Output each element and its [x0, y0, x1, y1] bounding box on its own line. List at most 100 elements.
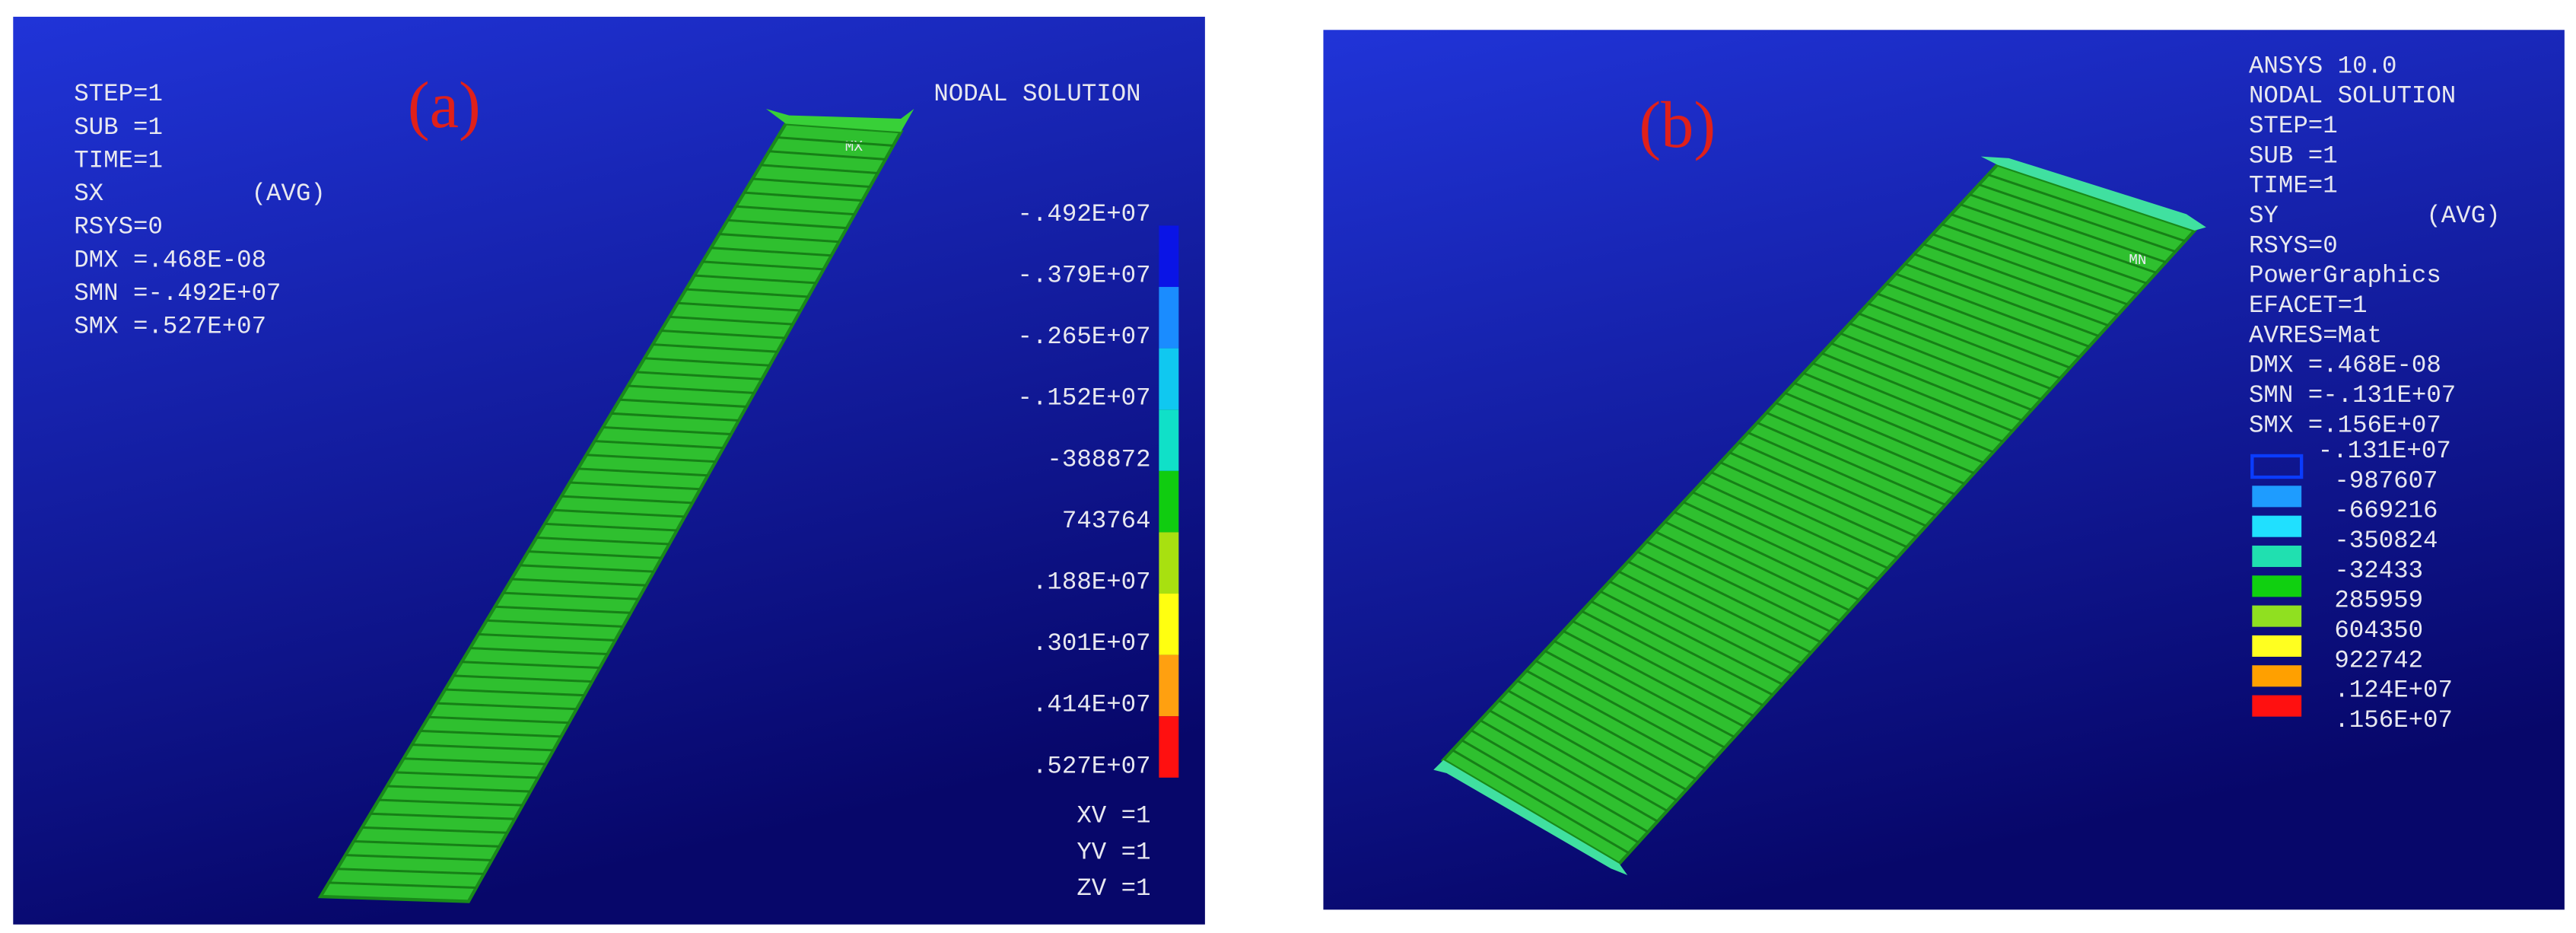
- info-line: SMX =.156E+07: [2249, 411, 2441, 439]
- legend-swatch: [2252, 695, 2302, 717]
- beam-rib: [1627, 560, 1812, 654]
- beam-rib: [337, 868, 485, 875]
- info-line: PowerGraphics: [2249, 262, 2441, 290]
- beam-rib: [1951, 213, 2148, 285]
- beam-rib: [1812, 361, 2004, 443]
- beam-rib: [1525, 670, 1706, 770]
- beam-rib: [1599, 590, 1783, 686]
- beam-rib: [628, 384, 755, 394]
- beam-rib: [1719, 461, 1908, 549]
- legend-swatch: [2250, 454, 2304, 479]
- beam-rib: [361, 826, 507, 834]
- beam-rib: [536, 537, 669, 546]
- beam-rib: [503, 591, 639, 600]
- beam-rib: [1877, 292, 2071, 369]
- beam-rib: [711, 247, 832, 257]
- beam-rib: [1969, 193, 2167, 263]
- beam-rib: [577, 467, 708, 477]
- beam-rib: [437, 702, 577, 711]
- beam-rib: [403, 757, 546, 766]
- beam-rib: [1618, 570, 1802, 664]
- beam-rib: [1563, 629, 1744, 728]
- beam-rib: [619, 398, 747, 408]
- panel-label: (b): [1639, 88, 1716, 161]
- legend-value: .414E+07: [1032, 691, 1151, 719]
- beam-rib: [1554, 639, 1735, 738]
- info-line: SMN =-.131E+07: [2249, 381, 2456, 409]
- legend-swatch: [2252, 486, 2302, 508]
- beam-rib: [528, 550, 662, 559]
- beam-rib: [1581, 610, 1764, 707]
- legend-value: 604350: [2334, 616, 2423, 645]
- legend-value: .188E+07: [1032, 568, 1151, 596]
- beam-rib: [386, 785, 531, 793]
- beam-rib: [1516, 680, 1697, 781]
- beam-rib: [495, 605, 631, 614]
- beam-rib: [702, 260, 824, 271]
- legend-value: -.152E+07: [1018, 384, 1151, 412]
- beam-rib: [1942, 223, 2138, 295]
- beam-rib: [561, 495, 693, 505]
- beam-rib: [1802, 371, 1994, 454]
- beam-rib: [1692, 491, 1879, 580]
- beam-rib: [1544, 649, 1725, 749]
- info-line: SUB =1: [2249, 142, 2338, 170]
- beam-rib: [486, 619, 623, 628]
- legend-value: -350824: [2334, 527, 2438, 555]
- beam-end-b: [1980, 156, 2206, 231]
- beam-rib: [412, 744, 554, 752]
- beam-rib: [1922, 243, 2119, 317]
- beam-rib: [660, 329, 785, 339]
- beam-rib: [1710, 471, 1898, 559]
- beam-rib: [1830, 342, 2023, 422]
- legend-swatch: [1159, 716, 1179, 778]
- beam-rib: [469, 647, 608, 655]
- beam-rib: [1646, 540, 1831, 633]
- beam-rib: [1572, 619, 1754, 718]
- legend-swatch: [1159, 287, 1179, 349]
- beam-rib: [1784, 391, 1975, 475]
- info-line: DMX =.468E-08: [2249, 352, 2441, 380]
- beam-rib: [727, 218, 848, 230]
- legend-swatch: [1159, 348, 1179, 410]
- beam-rib: [511, 578, 647, 587]
- beam-end-b2: [1433, 759, 1628, 875]
- beam-rib: [1793, 381, 1984, 464]
- beam-rib: [1683, 501, 1869, 591]
- beam-rib: [752, 177, 870, 189]
- legend-swatch: [2252, 635, 2302, 658]
- legend-value: .301E+07: [1032, 629, 1151, 658]
- info-line: TIME=1: [2249, 172, 2338, 200]
- beam-rib: [1655, 530, 1840, 623]
- beam-rib: [453, 674, 593, 683]
- view-line: XV =1: [1077, 802, 1150, 830]
- view-line: YV =1: [1077, 838, 1150, 866]
- beam-rib: [1987, 174, 2186, 243]
- beam-rib: [569, 481, 701, 491]
- beam-rib: [1534, 660, 1716, 759]
- beam-rib: [1673, 511, 1860, 601]
- info-line: RSYS=0: [2249, 231, 2338, 260]
- beam-rib: [1748, 431, 1936, 517]
- info-line: DMX =.468E-08: [74, 246, 266, 274]
- legend-swatch: [1159, 409, 1179, 471]
- beam-rib: [677, 301, 801, 312]
- info-line: SUB =1: [74, 113, 163, 142]
- legend-swatch: [1159, 225, 1179, 288]
- beam-rib: [553, 508, 685, 518]
- beam-rib: [445, 688, 585, 697]
- info-line: EFACET=1: [2249, 291, 2368, 320]
- info-line: AVRES=Mat: [2249, 321, 2382, 349]
- beam-rib: [395, 771, 539, 779]
- info-line: SX (AVG): [74, 180, 326, 208]
- beam-rib: [1932, 233, 2128, 306]
- beam-rib: [1498, 699, 1678, 801]
- beam-rib: [636, 371, 762, 381]
- info-line: SMN =-.492E+07: [74, 279, 281, 307]
- beam-rib: [545, 522, 677, 532]
- beam-rib: [1904, 263, 2100, 337]
- beam-rib: [685, 288, 809, 298]
- legend-value: 743764: [1062, 507, 1151, 535]
- legend-value: -388872: [1047, 445, 1150, 473]
